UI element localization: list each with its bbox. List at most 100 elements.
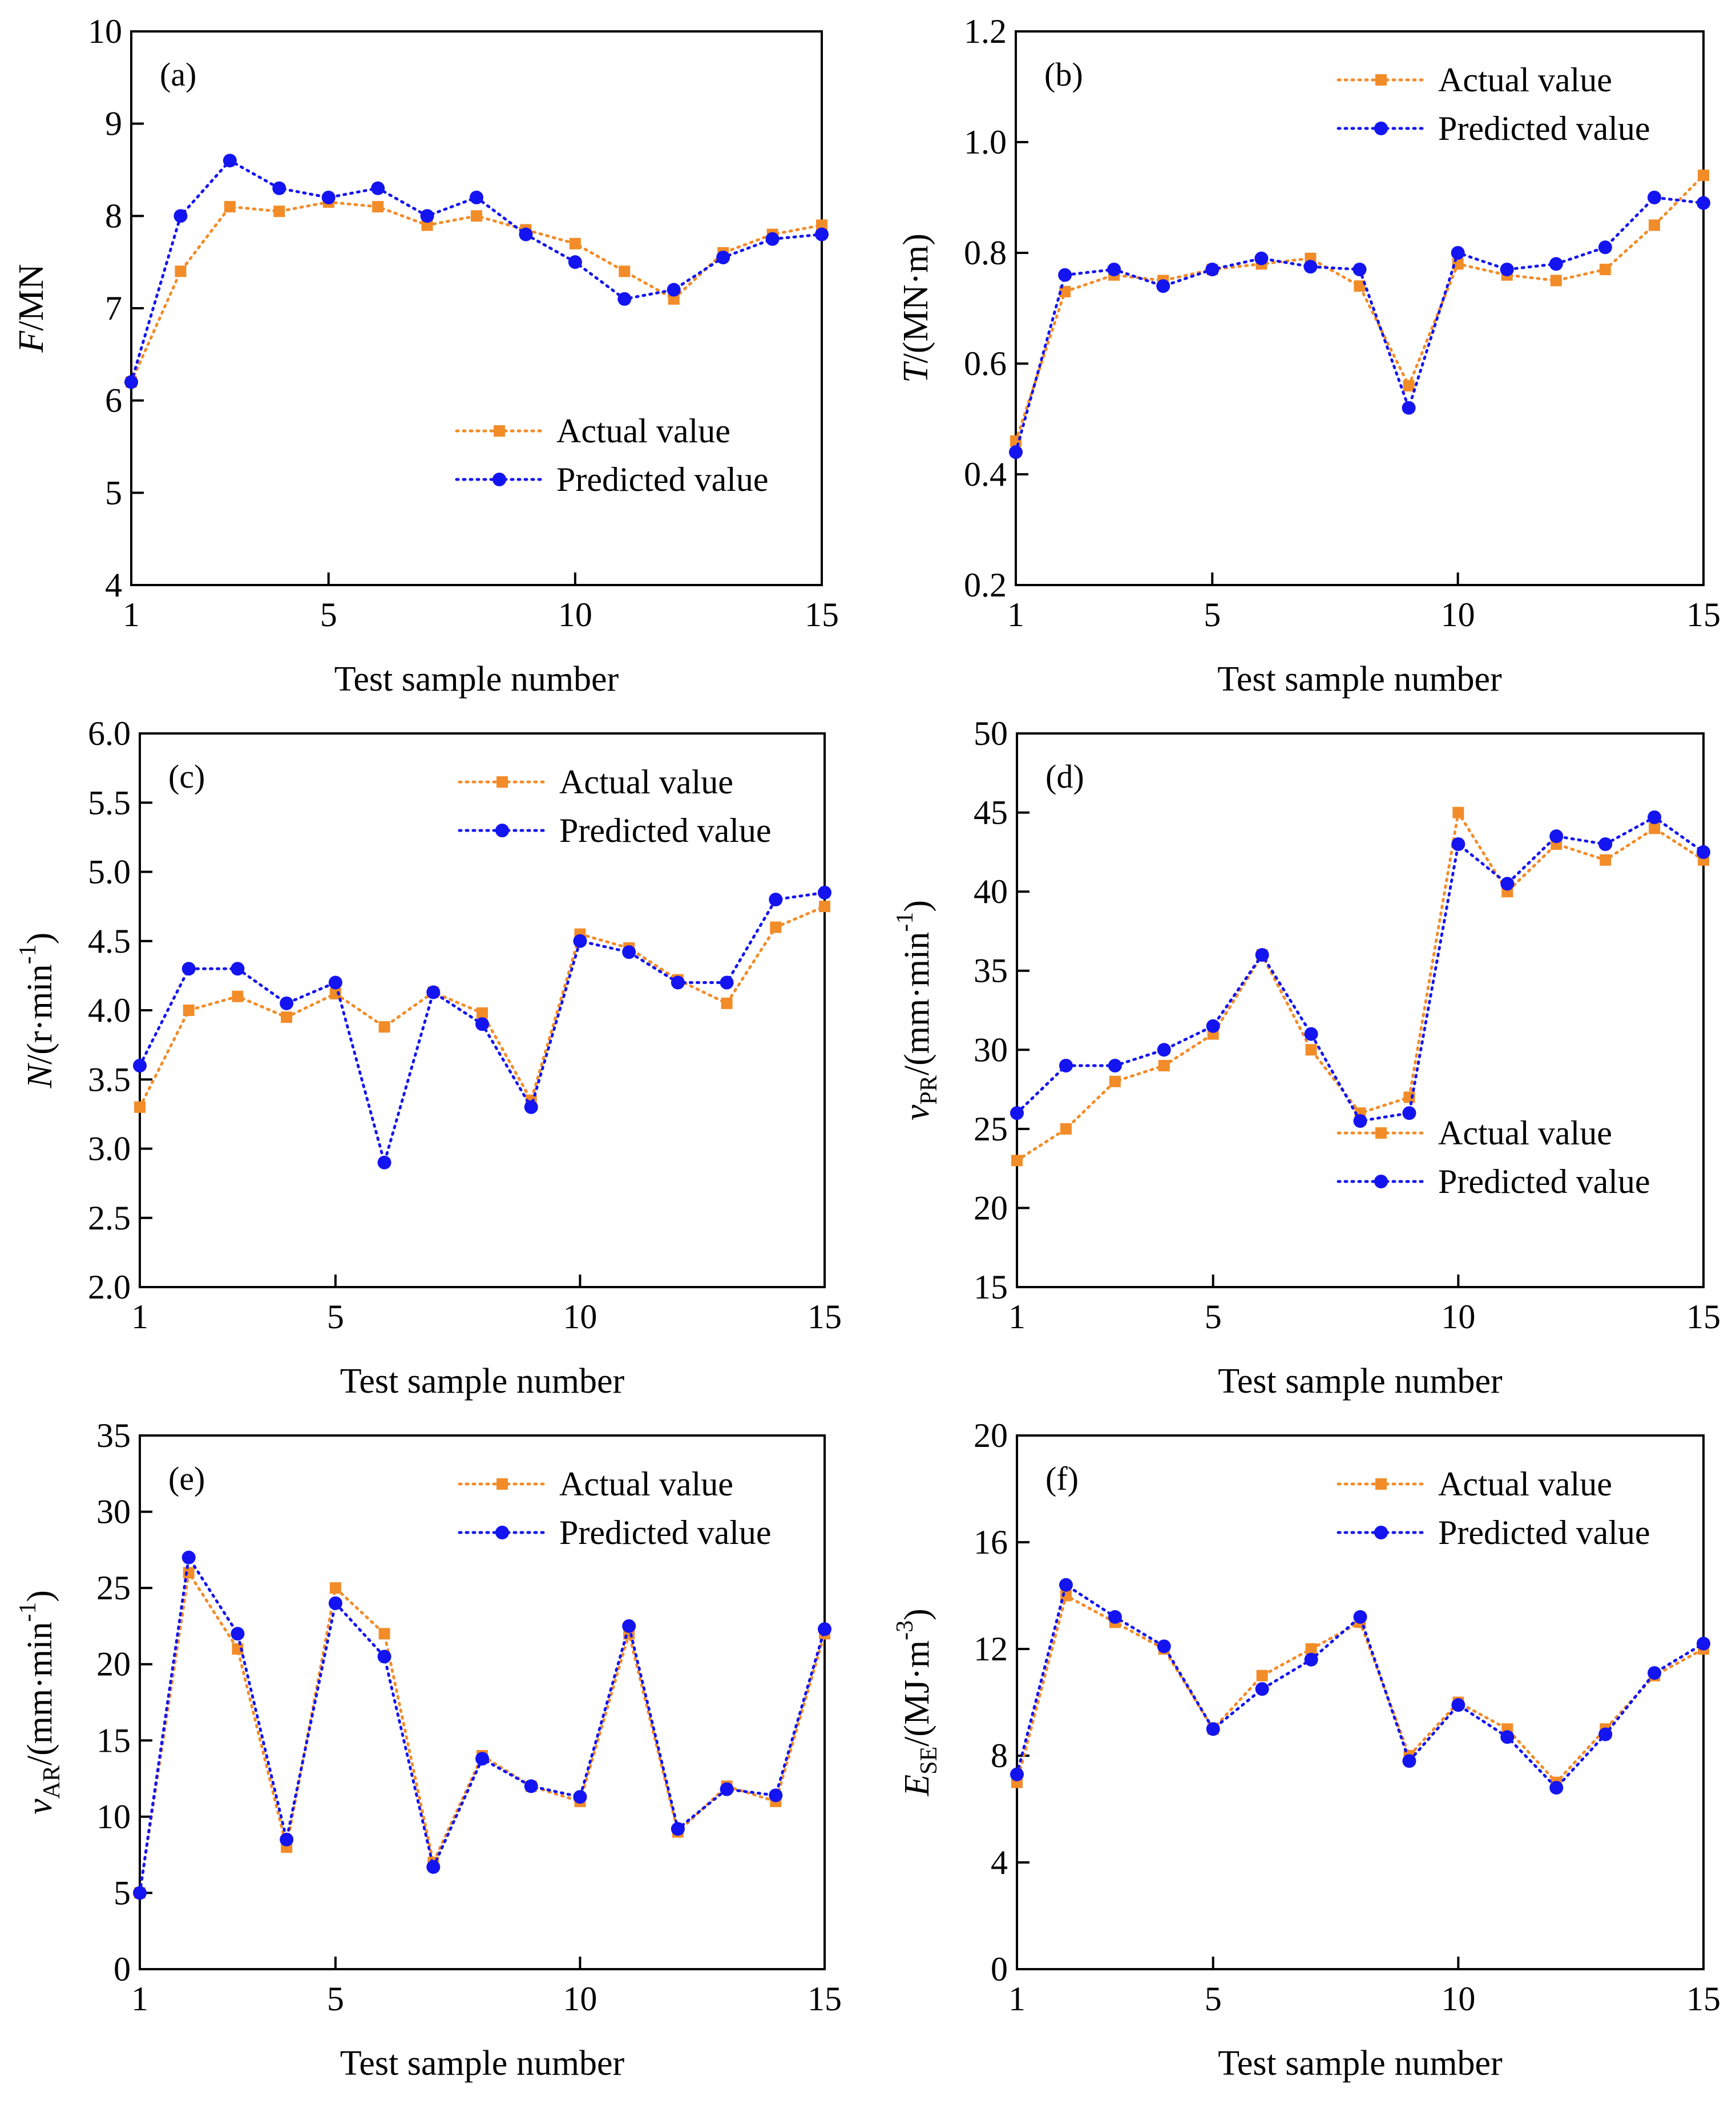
panel-label: (f)	[1045, 1460, 1079, 1497]
data-point-actual	[329, 1582, 341, 1594]
y-axis-title-part: v	[21, 1799, 59, 1814]
y-axis-title-part: /(MN·m)	[897, 233, 935, 363]
panel-label: (d)	[1045, 758, 1084, 795]
x-tick-label: 15	[805, 596, 839, 634]
y-tick-label: 0	[991, 1950, 1008, 1988]
data-point-predicted	[420, 209, 434, 223]
data-point-predicted	[133, 1059, 147, 1072]
y-tick-label: 2.5	[88, 1199, 131, 1237]
y-tick-label: 5	[105, 474, 122, 511]
x-tick-label: 1	[1008, 1980, 1026, 2018]
x-tick-label: 1	[123, 596, 140, 634]
data-point-actual	[1354, 280, 1366, 292]
data-point-predicted	[1353, 263, 1367, 277]
x-tick-label: 10	[558, 596, 592, 634]
x-axis-title: Test sample number	[340, 1362, 625, 1401]
data-point-actual	[134, 1101, 146, 1113]
x-tick-label: 15	[1686, 596, 1721, 634]
data-point-actual	[175, 265, 187, 277]
legend-label-predicted: Predicted value	[1438, 1514, 1650, 1551]
data-point-predicted	[328, 1596, 342, 1610]
data-point-actual	[1600, 854, 1612, 866]
plot-frame	[1016, 732, 1705, 1288]
x-tick-label: 10	[1441, 1980, 1475, 2018]
y-tick-label: 4.5	[88, 922, 131, 960]
y-tick-label: 35	[96, 1417, 131, 1454]
legend-label-predicted: Predicted value	[1438, 110, 1650, 147]
data-point-actual	[668, 293, 680, 305]
legend-label-predicted: Predicted value	[1438, 1163, 1650, 1200]
y-tick-label: 50	[974, 715, 1008, 752]
data-point-predicted	[716, 251, 730, 265]
data-point-predicted	[1058, 268, 1072, 282]
legend-marker-predicted	[492, 473, 506, 486]
y-tick-label: 1.0	[964, 123, 1007, 161]
x-tick-label: 15	[808, 1980, 842, 2018]
data-point-predicted	[671, 975, 685, 990]
y-axis-title-part: T	[897, 361, 935, 383]
y-tick-label: 3.5	[88, 1060, 131, 1098]
data-point-predicted	[1059, 1059, 1073, 1072]
series-line-actual	[130, 200, 823, 384]
series-line-predicted	[1014, 196, 1705, 454]
data-point-actual	[183, 1567, 195, 1579]
data-point-predicted	[617, 292, 632, 306]
data-point-actual	[619, 265, 631, 277]
y-axis-title-part: v	[898, 1104, 936, 1120]
data-point-predicted	[519, 227, 533, 241]
y-tick-label: 20	[974, 1417, 1008, 1454]
y-axis-title-part: /(mm·min	[21, 1622, 59, 1765]
y-axis-title-part: -1	[15, 944, 41, 964]
data-point-predicted	[1059, 1578, 1073, 1592]
y-axis-title: ESE/(MJ·m-3)	[892, 1608, 942, 1797]
legend-label-actual: Actual value	[556, 412, 730, 450]
data-point-predicted	[1451, 1698, 1465, 1712]
x-tick-label: 10	[1441, 1298, 1475, 1336]
x-tick-label: 5	[1205, 1298, 1222, 1336]
y-tick-label: 10	[88, 13, 122, 50]
data-point-predicted	[280, 996, 294, 1010]
legend-label-actual: Actual value	[559, 1465, 733, 1503]
y-tick-label: 6.0	[88, 715, 131, 752]
data-point-actual	[816, 219, 827, 231]
series-line-actual	[138, 1568, 826, 1894]
data-point-predicted	[1107, 263, 1121, 277]
data-point-predicted	[1206, 1019, 1220, 1033]
y-tick-label: 2.0	[88, 1268, 131, 1306]
data-point-predicted	[1255, 1682, 1269, 1696]
data-point-predicted	[1598, 1727, 1613, 1741]
legend-marker-actual	[496, 776, 508, 788]
legend-marker-predicted	[1374, 1175, 1388, 1188]
y-tick-label: 20	[974, 1189, 1008, 1227]
y-axis-title-part: SE	[916, 1747, 942, 1775]
data-point-predicted	[181, 1550, 196, 1564]
y-tick-label: 30	[974, 1031, 1008, 1068]
data-point-predicted	[426, 1860, 441, 1874]
data-point-predicted	[1205, 263, 1220, 277]
data-point-predicted	[720, 1782, 734, 1796]
data-point-predicted	[1108, 1610, 1122, 1624]
data-point-predicted	[671, 1822, 685, 1836]
data-point-predicted	[1549, 829, 1564, 844]
legend-label-actual: Actual value	[559, 763, 733, 801]
data-point-predicted	[1157, 1043, 1171, 1057]
data-point-actual	[1305, 1643, 1317, 1655]
data-point-actual	[273, 205, 285, 217]
y-tick-label: 0.4	[964, 455, 1007, 493]
y-tick-label: 12	[974, 1630, 1008, 1668]
data-point-predicted	[568, 255, 582, 269]
data-point-actual	[1256, 1670, 1268, 1681]
data-point-predicted	[272, 181, 286, 195]
data-point-actual	[1648, 219, 1660, 231]
data-point-predicted	[223, 154, 237, 168]
y-axis-title: N/(r·min-1)	[15, 933, 59, 1089]
y-tick-label: 8	[105, 197, 122, 235]
data-point-predicted	[1009, 445, 1023, 459]
data-point-actual	[477, 1007, 488, 1019]
data-point-predicted	[524, 1779, 538, 1793]
series-line-predicted	[138, 1553, 826, 1894]
data-point-predicted	[321, 191, 336, 204]
